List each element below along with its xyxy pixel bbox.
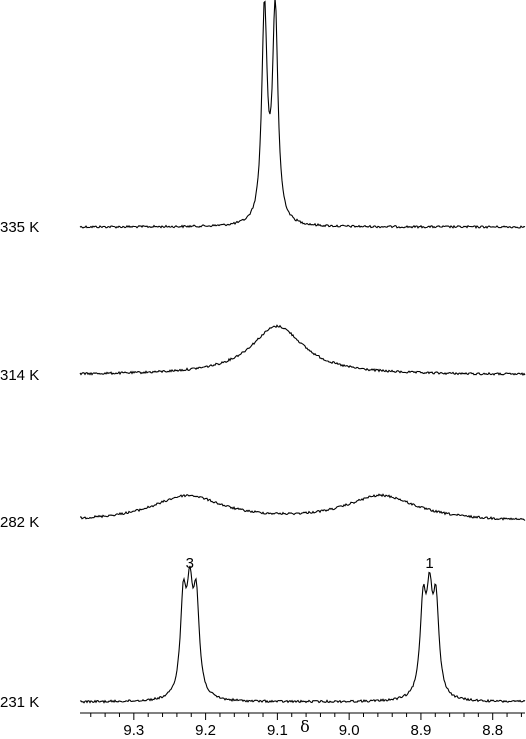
spectrum-trace-282k (80, 493, 526, 521)
series-label-231k: 231 K (0, 694, 39, 711)
x-tick-label: 8.8 (482, 722, 503, 739)
spectrum-trace-314k (79, 324, 526, 377)
x-tick-label: 9.2 (195, 722, 216, 739)
x-axis-label: δ (300, 717, 310, 736)
x-tick-label: 9.3 (123, 722, 144, 739)
x-tick-label: 9.1 (267, 722, 288, 739)
peak-label-1: 1 (425, 555, 433, 572)
spectrum-trace-231k (79, 565, 526, 704)
temperature-labels: 335 K 314 K 282 K 231 K (0, 219, 39, 711)
peak-label-3: 3 (186, 555, 194, 572)
x-axis: 9.3 9.2 9.1 9.0 8.9 8.8 (80, 712, 525, 739)
x-tick-label: 8.9 (410, 722, 431, 739)
spectrum-trace-335k (79, 0, 526, 229)
series-label-335k: 335 K (0, 219, 39, 236)
series-label-282k: 282 K (0, 514, 39, 531)
series-label-314k: 314 K (0, 367, 39, 384)
x-tick-label: 9.0 (339, 722, 360, 739)
spectra-traces (79, 0, 526, 704)
